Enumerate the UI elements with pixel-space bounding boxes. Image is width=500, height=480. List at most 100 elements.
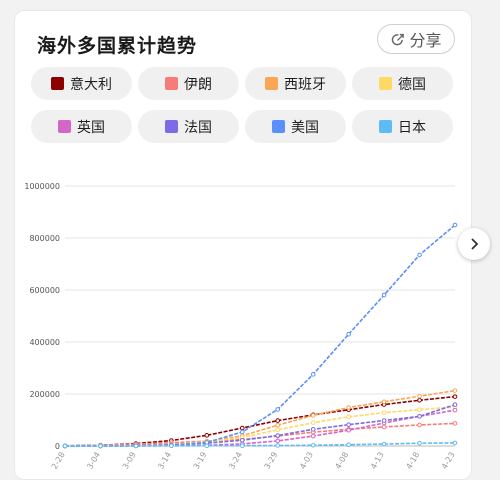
legend-swatch bbox=[51, 77, 64, 90]
data-point bbox=[381, 399, 387, 405]
share-button[interactable]: 分享 bbox=[377, 24, 455, 54]
data-point bbox=[452, 394, 458, 399]
legend-label: 法国 bbox=[184, 119, 212, 136]
legend-label: 西班牙 bbox=[284, 76, 326, 93]
y-tick-label: 1000000 bbox=[24, 182, 60, 191]
data-point bbox=[275, 438, 281, 444]
legend-swatch bbox=[265, 77, 278, 90]
data-point bbox=[346, 331, 351, 337]
data-point bbox=[452, 421, 458, 426]
legend-item-italy[interactable]: 意大利 bbox=[31, 67, 132, 100]
legend-swatch bbox=[58, 120, 71, 133]
data-point bbox=[417, 422, 422, 428]
legend-swatch bbox=[379, 120, 392, 133]
x-tick-label: 3-19 bbox=[192, 451, 209, 471]
series-line bbox=[64, 389, 456, 447]
chevron-right-icon bbox=[471, 238, 479, 250]
data-point bbox=[417, 393, 422, 399]
legend-swatch bbox=[165, 120, 178, 133]
legend-item-uk[interactable]: 英国 bbox=[31, 110, 132, 143]
series-line bbox=[64, 395, 456, 447]
data-point bbox=[275, 433, 281, 438]
data-point bbox=[239, 429, 245, 435]
series-line bbox=[64, 224, 456, 447]
data-point bbox=[452, 402, 458, 407]
data-point bbox=[417, 414, 422, 419]
legend-swatch bbox=[165, 77, 178, 90]
y-tick-label: 200000 bbox=[29, 390, 60, 399]
data-point bbox=[169, 443, 174, 449]
data-point bbox=[452, 222, 458, 228]
data-point bbox=[310, 413, 316, 418]
data-point bbox=[381, 292, 387, 298]
x-tick-label: 4-03 bbox=[298, 451, 315, 471]
data-point bbox=[346, 427, 351, 433]
data-point bbox=[452, 388, 458, 393]
data-point bbox=[239, 437, 245, 443]
series-line bbox=[64, 409, 456, 447]
x-tick-label: 4-08 bbox=[333, 451, 350, 471]
series-line bbox=[64, 406, 456, 447]
legend-label: 德国 bbox=[398, 76, 426, 93]
data-point bbox=[346, 414, 351, 420]
x-tick-label: 4-18 bbox=[404, 451, 421, 471]
data-point bbox=[204, 433, 210, 438]
data-point bbox=[275, 427, 281, 433]
y-tick-label: 600000 bbox=[29, 286, 60, 295]
next-button[interactable] bbox=[458, 228, 490, 260]
line-chart: 0 200000 400000 600000 800000 1000000 2-28 3-04… bbox=[24, 182, 458, 471]
series-line bbox=[64, 442, 456, 447]
x-tick-label: 4-13 bbox=[369, 451, 386, 471]
x-tick-label: 3-09 bbox=[121, 451, 138, 471]
data-point bbox=[346, 422, 351, 427]
legend-item-japan[interactable]: 日本 bbox=[352, 110, 453, 143]
data-point bbox=[310, 433, 316, 439]
x-tick-label: 4-23 bbox=[440, 451, 457, 471]
legend-item-iran[interactable]: 伊朗 bbox=[138, 67, 239, 100]
data-point bbox=[417, 397, 422, 403]
data-point bbox=[310, 420, 316, 425]
data-point bbox=[346, 405, 351, 410]
data-point bbox=[239, 443, 245, 448]
share-icon bbox=[392, 33, 405, 45]
data-point bbox=[381, 441, 387, 447]
data-point bbox=[452, 407, 458, 413]
x-tick-label: 3-29 bbox=[263, 451, 280, 471]
legend: 意大利 伊朗 西班牙 德国 英国 法国 美国 日本 bbox=[31, 67, 461, 143]
data-point bbox=[98, 443, 103, 449]
data-point bbox=[452, 440, 458, 446]
legend-label: 美国 bbox=[291, 119, 319, 136]
legend-item-usa[interactable]: 美国 bbox=[245, 110, 346, 143]
card-title: 海外多国累计趋势 bbox=[37, 35, 198, 57]
data-point bbox=[381, 418, 387, 423]
data-point bbox=[239, 425, 245, 431]
x-tick-label: 3-04 bbox=[85, 451, 102, 471]
legend-label: 伊朗 bbox=[184, 76, 212, 93]
data-point bbox=[417, 252, 422, 258]
legend-swatch bbox=[272, 120, 285, 133]
data-point bbox=[381, 410, 387, 415]
data-point bbox=[346, 442, 351, 448]
legend-item-spain[interactable]: 西班牙 bbox=[245, 67, 346, 100]
data-point bbox=[310, 426, 316, 432]
data-point bbox=[310, 442, 316, 448]
data-point bbox=[310, 372, 316, 377]
legend-label: 意大利 bbox=[70, 76, 112, 93]
x-tick-label: 3-24 bbox=[227, 451, 244, 471]
data-point bbox=[417, 407, 422, 412]
data-point bbox=[275, 422, 281, 428]
series-line bbox=[64, 403, 456, 447]
share-label: 分享 bbox=[409, 31, 442, 50]
legend-item-france[interactable]: 法国 bbox=[138, 110, 239, 143]
y-tick-label: 800000 bbox=[29, 234, 60, 243]
legend-label: 日本 bbox=[398, 119, 426, 136]
x-tick-label: 2-28 bbox=[50, 451, 67, 471]
data-point bbox=[417, 440, 422, 446]
legend-swatch bbox=[379, 77, 392, 90]
legend-item-germany[interactable]: 德国 bbox=[352, 67, 453, 100]
y-tick-label: 0 bbox=[55, 442, 60, 451]
data-point bbox=[381, 424, 387, 430]
data-point bbox=[275, 443, 281, 448]
data-point bbox=[275, 418, 281, 423]
